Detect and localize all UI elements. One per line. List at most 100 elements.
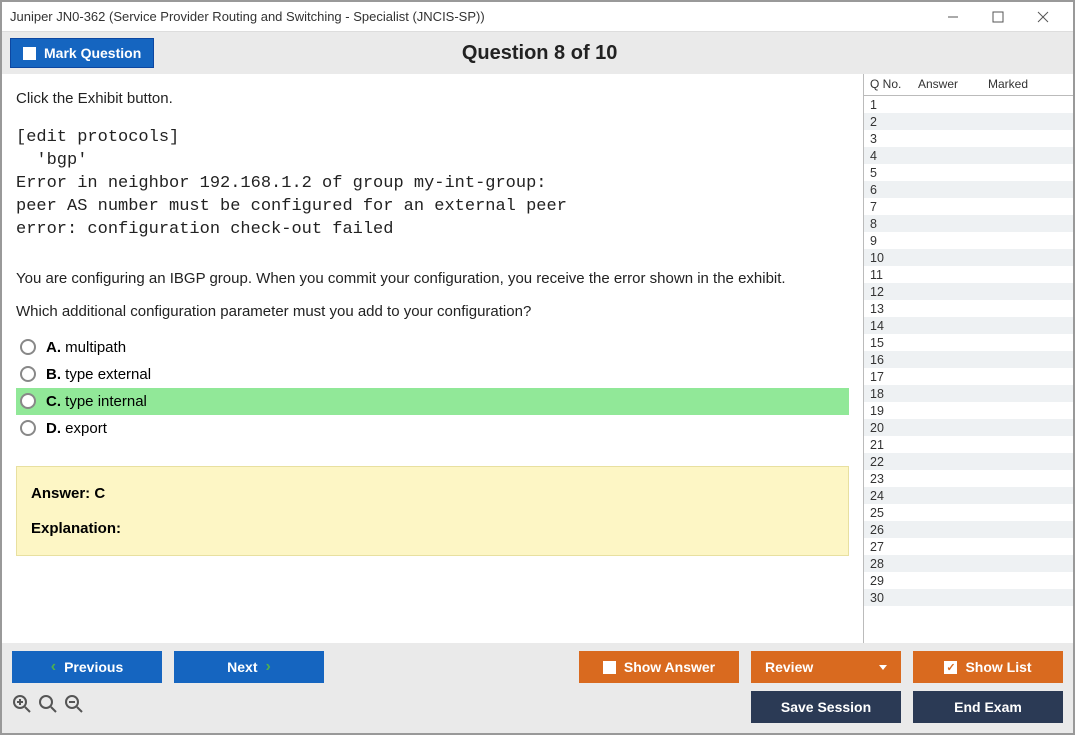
- question-list-row[interactable]: 13: [864, 300, 1073, 317]
- question-list-row[interactable]: 1: [864, 96, 1073, 113]
- question-list-row[interactable]: 30: [864, 589, 1073, 606]
- question-list-row[interactable]: 20: [864, 419, 1073, 436]
- question-list-row[interactable]: 23: [864, 470, 1073, 487]
- option-a[interactable]: A. multipath: [16, 334, 849, 361]
- maximize-button[interactable]: [975, 3, 1020, 31]
- review-button[interactable]: Review: [751, 651, 901, 683]
- mark-question-checkbox-icon: [23, 47, 36, 60]
- option-letter: A.: [46, 339, 61, 356]
- question-list-row[interactable]: 18: [864, 385, 1073, 402]
- row-qno: 10: [864, 251, 912, 265]
- option-text: multipath: [65, 339, 126, 356]
- row-qno: 17: [864, 370, 912, 384]
- question-list-rows[interactable]: 1234567891011121314151617181920212223242…: [864, 96, 1073, 643]
- row-qno: 13: [864, 302, 912, 316]
- end-exam-button[interactable]: End Exam: [913, 691, 1063, 723]
- stem-intro: Click the Exhibit button.: [16, 90, 849, 107]
- question-list-row[interactable]: 26: [864, 521, 1073, 538]
- header-bar: Mark Question Question 8 of 10: [2, 32, 1073, 74]
- row-qno: 8: [864, 217, 912, 231]
- question-list-row[interactable]: 4: [864, 147, 1073, 164]
- question-list-row[interactable]: 7: [864, 198, 1073, 215]
- question-list-row[interactable]: 2: [864, 113, 1073, 130]
- question-list-row[interactable]: 24: [864, 487, 1073, 504]
- previous-button[interactable]: ‹ Previous: [12, 651, 162, 683]
- zoom-out-icon[interactable]: [64, 694, 84, 720]
- col-answer: Answer: [912, 74, 982, 95]
- zoom-reset-icon[interactable]: [38, 694, 58, 720]
- row-qno: 18: [864, 387, 912, 401]
- col-qno: Q No.: [864, 74, 912, 95]
- option-b[interactable]: B. type external: [16, 361, 849, 388]
- row-qno: 26: [864, 523, 912, 537]
- row-qno: 23: [864, 472, 912, 486]
- previous-label: Previous: [64, 659, 123, 675]
- question-list-row[interactable]: 19: [864, 402, 1073, 419]
- question-list-row[interactable]: 6: [864, 181, 1073, 198]
- stem-body-1: You are configuring an IBGP group. When …: [16, 270, 849, 287]
- option-text: type internal: [65, 393, 147, 410]
- question-list-row[interactable]: 21: [864, 436, 1073, 453]
- titlebar: Juniper JN0-362 (Service Provider Routin…: [2, 2, 1073, 32]
- question-list-row[interactable]: 14: [864, 317, 1073, 334]
- question-list-row[interactable]: 16: [864, 351, 1073, 368]
- body: Click the Exhibit button. [edit protocol…: [2, 74, 1073, 643]
- save-session-button[interactable]: Save Session: [751, 691, 901, 723]
- close-icon: [1037, 11, 1049, 23]
- show-answer-checkbox-icon: [603, 661, 616, 674]
- maximize-icon: [992, 11, 1004, 23]
- window-controls: [930, 3, 1065, 31]
- next-button[interactable]: Next ›: [174, 651, 324, 683]
- exhibit-text: [edit protocols] 'bgp' Error in neighbor…: [16, 127, 849, 242]
- question-list-row[interactable]: 17: [864, 368, 1073, 385]
- question-list-row[interactable]: 3: [864, 130, 1073, 147]
- option-text: export: [65, 420, 107, 437]
- explanation-line: Explanation:: [31, 520, 834, 537]
- option-text: type external: [65, 366, 151, 383]
- question-list-row[interactable]: 28: [864, 555, 1073, 572]
- mark-question-button[interactable]: Mark Question: [10, 38, 154, 68]
- chevron-down-icon: [879, 665, 887, 670]
- show-answer-button[interactable]: Show Answer: [579, 651, 739, 683]
- question-list-row[interactable]: 22: [864, 453, 1073, 470]
- show-list-label: Show List: [965, 659, 1031, 675]
- question-list-row[interactable]: 27: [864, 538, 1073, 555]
- question-list-row[interactable]: 10: [864, 249, 1073, 266]
- question-list-row[interactable]: 12: [864, 283, 1073, 300]
- row-qno: 4: [864, 149, 912, 163]
- question-list-row[interactable]: 15: [864, 334, 1073, 351]
- close-button[interactable]: [1020, 3, 1065, 31]
- show-list-button[interactable]: Show List: [913, 651, 1063, 683]
- question-list-row[interactable]: 25: [864, 504, 1073, 521]
- answer-panel: Answer: C Explanation:: [16, 466, 849, 556]
- row-qno: 2: [864, 115, 912, 129]
- option-label: B. type external: [46, 366, 151, 383]
- question-list-row[interactable]: 11: [864, 266, 1073, 283]
- show-list-checkbox-icon: [944, 661, 957, 674]
- zoom-controls: [12, 694, 84, 720]
- question-list-header: Q No. Answer Marked: [864, 74, 1073, 96]
- question-list-row[interactable]: 29: [864, 572, 1073, 589]
- option-d[interactable]: D. export: [16, 415, 849, 442]
- show-answer-label: Show Answer: [624, 659, 715, 675]
- row-qno: 1: [864, 98, 912, 112]
- row-qno: 22: [864, 455, 912, 469]
- row-qno: 20: [864, 421, 912, 435]
- row-qno: 15: [864, 336, 912, 350]
- mark-question-label: Mark Question: [44, 45, 141, 61]
- answer-line: Answer: C: [31, 485, 834, 502]
- row-qno: 11: [864, 268, 912, 282]
- radio-icon: [20, 393, 36, 409]
- question-list-row[interactable]: 9: [864, 232, 1073, 249]
- footer-row-1: ‹ Previous Next › Show Answer Review Sho…: [12, 651, 1063, 683]
- minimize-button[interactable]: [930, 3, 975, 31]
- question-list-row[interactable]: 8: [864, 215, 1073, 232]
- option-c[interactable]: C. type internal: [16, 388, 849, 415]
- question-list-row[interactable]: 5: [864, 164, 1073, 181]
- app-window: Juniper JN0-362 (Service Provider Routin…: [0, 0, 1075, 735]
- row-qno: 14: [864, 319, 912, 333]
- option-label: A. multipath: [46, 339, 126, 356]
- option-label: D. export: [46, 420, 107, 437]
- zoom-in-icon[interactable]: [12, 694, 32, 720]
- row-qno: 19: [864, 404, 912, 418]
